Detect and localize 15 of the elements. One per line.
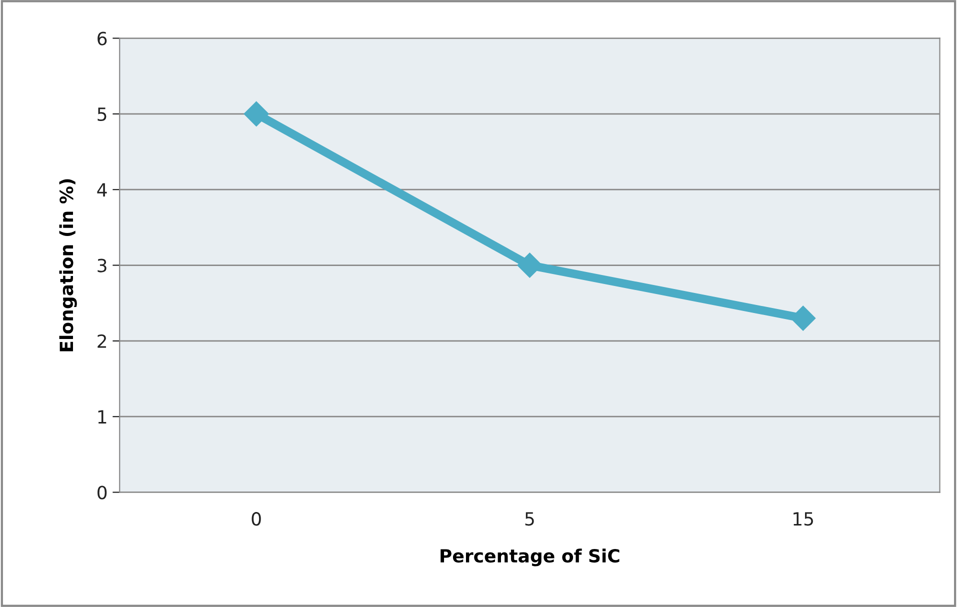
x-tick-label: 5 [525,512,534,526]
y-tick-label: 1 [98,410,106,424]
y-tick-label: 6 [98,32,107,46]
x-tick-label: 0 [252,512,261,526]
y-tick-label: 0 [98,486,107,500]
point [790,306,816,331]
y-tick-label: 2 [98,334,106,348]
y-axis-title: Elongation (in %) [59,179,77,352]
y-tick-label: 5 [98,108,106,122]
x-axis-title: Percentage of SiC [440,548,620,566]
point [517,252,542,278]
y-tick-label: 3 [98,258,106,272]
x-tick-label: 15 [794,512,813,526]
y-tick-label: 4 [97,183,107,196]
point [244,101,269,126]
